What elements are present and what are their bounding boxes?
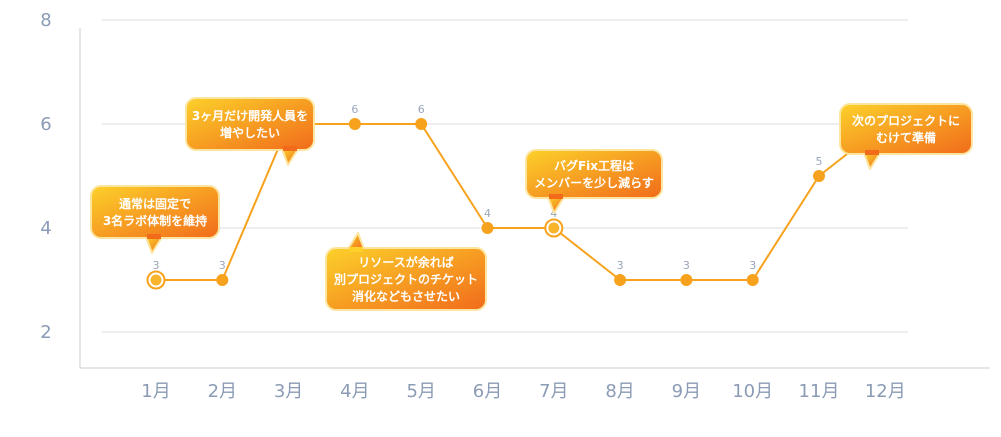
callout-text-line: むけて準備 [876, 130, 936, 145]
data-label: 3 [153, 259, 160, 272]
x-tick-label: 3月 [274, 381, 303, 402]
y-tick-label: 8 [40, 10, 51, 31]
callout-text-line: 増やしたい [220, 125, 280, 140]
data-point [746, 274, 759, 286]
x-tick-label: 6月 [473, 381, 502, 402]
data-point-highlighted [548, 222, 560, 234]
x-tick-label: 8月 [605, 381, 634, 402]
callout-text-line: リソースが余れば [358, 255, 453, 270]
axis-layer [79, 28, 990, 369]
callout-seam [147, 234, 161, 239]
data-label: 5 [816, 155, 823, 168]
x-tick-label: 1月 [141, 381, 170, 402]
x-tick-label: 2月 [208, 381, 237, 402]
callout-box [90, 185, 220, 239]
callout-box [525, 149, 663, 199]
data-point [415, 118, 428, 130]
callout-box [185, 97, 315, 151]
data-label: 3 [749, 259, 756, 272]
data-label: 4 [484, 207, 491, 220]
callout-seam [549, 194, 563, 199]
callout-box [325, 247, 487, 311]
callout-seam [349, 247, 363, 252]
y-tick-label: 6 [40, 114, 51, 135]
callout-box [839, 103, 973, 155]
x-tick-label: 10月 [732, 381, 773, 402]
callout-text-line: メンバーを少し減らす [534, 175, 654, 190]
callout-text-line: 通常は固定で [119, 196, 191, 211]
x-tick-labels: 1月 2月 3月 4月 5月 6月 7月 8月 9月 10月 11月 12月 [141, 381, 905, 402]
x-tick-label: 4月 [340, 381, 369, 402]
callouts-layer: 通常は固定で 3名ラボ体制を維持 3ヶ月だけ開発人員を増やしたいリソースが余れば別プ… [90, 97, 973, 311]
x-tick-label: 12月 [865, 381, 906, 402]
data-label: 6 [351, 103, 358, 116]
y-tick-label: 4 [40, 218, 51, 239]
callout-text-line: 次のプロジェクトに [852, 113, 960, 128]
callout-text-line: 3ヶ月だけ開発人員を [192, 108, 308, 123]
callout-text-line: 消化などもさせたい [352, 289, 460, 304]
data-point [680, 274, 693, 286]
x-tick-label: 11月 [799, 381, 840, 402]
callout-tail [281, 148, 299, 166]
data-label: 3 [683, 259, 690, 272]
callout-tail [145, 236, 163, 254]
y-tick-label: 2 [40, 322, 51, 343]
data-label: 3 [617, 259, 624, 272]
y-tick-labels: 2 4 6 8 [40, 10, 51, 343]
data-point [481, 222, 494, 234]
data-point [348, 118, 361, 130]
callout-1: 通常は固定で 3名ラボ体制を維持 [90, 185, 220, 254]
callout-text-line: バグFix工程は [554, 158, 634, 173]
callout-text-line: 3名ラボ体制を維持 [103, 213, 207, 228]
data-point [614, 274, 627, 286]
callout-tail [863, 152, 881, 170]
x-tick-label: 9月 [672, 381, 701, 402]
x-tick-label: 7月 [539, 381, 568, 402]
callout-text-line: 別プロジェクトのチケット [333, 272, 478, 287]
data-label: 6 [418, 103, 425, 116]
data-point [813, 170, 825, 182]
data-point-highlighted [150, 274, 162, 286]
x-tick-label: 5月 [406, 381, 435, 402]
callout-seam [865, 150, 879, 155]
data-label: 3 [219, 259, 226, 272]
callout-tail [347, 232, 365, 250]
callout-seam [283, 146, 297, 151]
data-point [216, 274, 229, 286]
